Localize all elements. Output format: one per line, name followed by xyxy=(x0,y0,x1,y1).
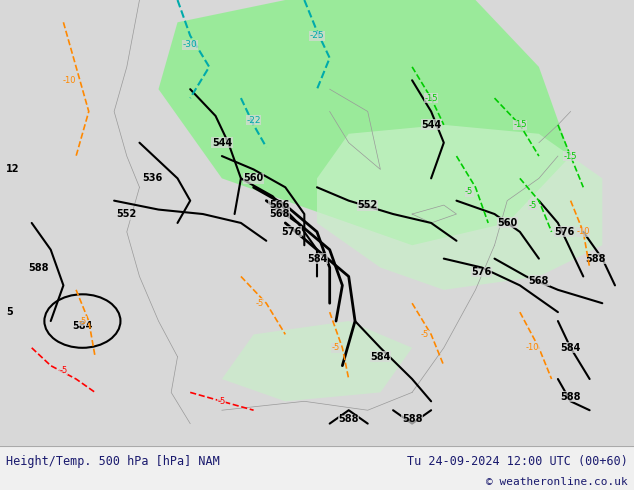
Text: -5: -5 xyxy=(78,317,87,325)
Text: -10: -10 xyxy=(63,76,77,85)
Text: 588: 588 xyxy=(28,263,48,272)
Text: 584: 584 xyxy=(370,352,391,362)
Text: 584: 584 xyxy=(72,320,93,331)
Text: 560: 560 xyxy=(497,218,517,228)
Text: 588: 588 xyxy=(560,392,581,402)
Text: 588: 588 xyxy=(339,414,359,424)
Text: 576: 576 xyxy=(472,267,492,277)
Text: -5: -5 xyxy=(465,187,474,196)
Polygon shape xyxy=(158,0,571,245)
Text: 544: 544 xyxy=(212,138,232,147)
Text: 536: 536 xyxy=(142,173,162,183)
Text: -5: -5 xyxy=(59,366,68,374)
Text: 588: 588 xyxy=(586,254,606,264)
Text: 568: 568 xyxy=(269,209,289,219)
Text: 584: 584 xyxy=(560,343,581,353)
Text: -15: -15 xyxy=(424,94,438,102)
Text: -5: -5 xyxy=(420,330,429,339)
Text: © weatheronline.co.uk: © weatheronline.co.uk xyxy=(486,477,628,487)
Text: 588: 588 xyxy=(402,414,422,424)
Text: -30: -30 xyxy=(183,40,198,49)
Text: -5: -5 xyxy=(217,397,226,406)
Polygon shape xyxy=(222,321,412,401)
Text: -5: -5 xyxy=(528,200,537,210)
Text: 544: 544 xyxy=(421,120,441,130)
Text: 560: 560 xyxy=(243,173,264,183)
Text: 5: 5 xyxy=(6,307,13,317)
Text: 584: 584 xyxy=(307,254,327,264)
Text: -15: -15 xyxy=(513,121,527,129)
Text: -22: -22 xyxy=(247,116,261,125)
Text: -25: -25 xyxy=(309,31,325,40)
Text: 552: 552 xyxy=(358,200,378,210)
Text: Tu 24-09-2024 12:00 UTC (00+60): Tu 24-09-2024 12:00 UTC (00+60) xyxy=(407,455,628,468)
Text: 566: 566 xyxy=(269,200,289,210)
Text: 12: 12 xyxy=(6,165,20,174)
Text: 576: 576 xyxy=(281,227,302,237)
Text: -5: -5 xyxy=(256,299,264,308)
Text: 552: 552 xyxy=(117,209,137,219)
Text: -10: -10 xyxy=(526,343,540,352)
Text: -5: -5 xyxy=(332,343,340,352)
Text: -15: -15 xyxy=(564,151,578,161)
Text: Height/Temp. 500 hPa [hPa] NAM: Height/Temp. 500 hPa [hPa] NAM xyxy=(6,455,220,468)
Polygon shape xyxy=(317,125,602,290)
Text: -10: -10 xyxy=(576,227,590,236)
Text: 576: 576 xyxy=(554,227,574,237)
Text: 568: 568 xyxy=(529,276,549,286)
